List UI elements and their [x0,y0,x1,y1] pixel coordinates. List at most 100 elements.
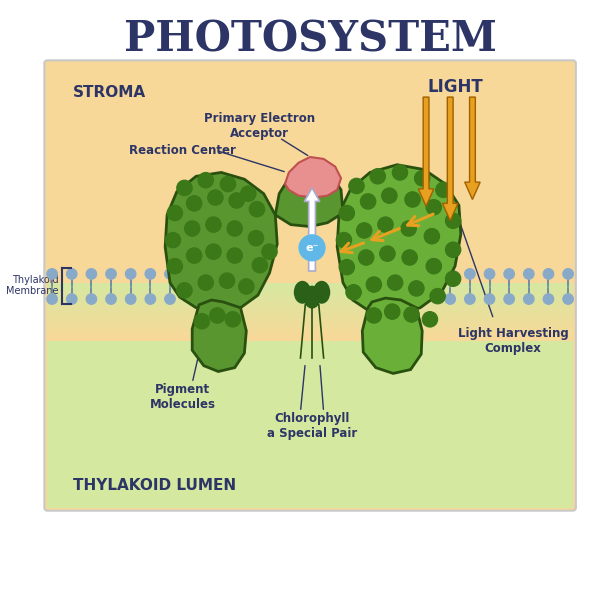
Bar [47,331,573,332]
Text: Primary Electron
Acceptor: Primary Electron Acceptor [204,112,316,140]
Text: Chlorophyll
a Special Pair: Chlorophyll a Special Pair [267,412,357,440]
Bar [47,313,573,314]
Circle shape [436,182,451,197]
Circle shape [378,217,393,232]
Circle shape [424,229,440,244]
Bar [47,339,573,341]
Circle shape [86,294,97,304]
Circle shape [339,259,355,275]
Circle shape [239,279,254,294]
Circle shape [366,308,382,323]
Bar [47,293,573,294]
Circle shape [409,281,424,296]
Circle shape [415,170,430,186]
Circle shape [336,232,352,248]
Text: Pigment
Molecules: Pigment Molecules [149,383,215,410]
Bar [47,294,573,296]
FancyArrow shape [442,97,458,221]
Circle shape [445,242,461,257]
Bar [47,332,573,334]
Circle shape [385,304,400,319]
Circle shape [187,248,202,263]
Circle shape [227,248,242,263]
Circle shape [299,235,325,260]
Bar [47,336,573,338]
Polygon shape [165,172,277,311]
Circle shape [361,194,376,209]
Bar [47,304,573,306]
FancyBboxPatch shape [44,61,576,511]
Bar [47,326,573,328]
Circle shape [349,178,364,194]
Bar [47,289,573,290]
Text: Thylakoid
Membrane: Thylakoid Membrane [7,275,59,296]
Circle shape [405,192,420,207]
Bar [47,323,573,325]
Circle shape [563,294,574,304]
Bar [47,328,573,329]
Circle shape [227,221,242,236]
Circle shape [208,190,223,205]
Circle shape [177,180,192,196]
Polygon shape [275,170,343,227]
Circle shape [445,269,455,279]
Circle shape [252,257,268,273]
Circle shape [370,169,385,184]
Circle shape [67,294,77,304]
Bar [47,314,573,316]
Circle shape [543,294,554,304]
Bar [47,333,573,335]
Polygon shape [285,157,341,197]
Bar [47,303,573,304]
Circle shape [86,269,97,279]
Bar [47,316,573,317]
Circle shape [346,284,361,300]
Text: Reaction Center: Reaction Center [129,144,236,157]
Circle shape [145,269,155,279]
Circle shape [206,244,221,259]
Circle shape [464,269,475,279]
Ellipse shape [295,281,310,303]
Polygon shape [362,298,422,373]
Circle shape [366,277,382,292]
Bar [47,291,573,293]
Circle shape [167,259,182,274]
Circle shape [229,193,244,208]
Circle shape [404,307,419,322]
Circle shape [543,269,554,279]
Bar [47,297,573,299]
Bar [47,306,573,307]
Circle shape [164,269,175,279]
Bar [47,283,573,284]
Circle shape [209,308,225,323]
Circle shape [445,213,461,229]
Circle shape [358,250,374,265]
Circle shape [356,223,372,238]
Circle shape [504,269,514,279]
Circle shape [225,311,241,327]
Circle shape [523,294,534,304]
Circle shape [241,186,256,202]
Circle shape [401,221,416,236]
Circle shape [380,246,395,262]
Bar [47,308,573,310]
Text: e⁻: e⁻ [305,243,319,253]
Circle shape [464,294,475,304]
Bar [47,310,573,311]
Circle shape [106,269,116,279]
Text: LIGHT: LIGHT [427,79,483,97]
Bar [47,307,573,308]
Circle shape [402,250,418,265]
Circle shape [187,196,202,211]
FancyArrow shape [304,188,320,271]
Circle shape [445,271,461,286]
Bar [47,311,573,313]
Circle shape [145,294,155,304]
Circle shape [177,283,192,298]
Ellipse shape [314,281,329,303]
Circle shape [219,273,235,289]
Bar [47,287,573,289]
Text: Light Harvesting
Complex: Light Harvesting Complex [458,326,568,355]
Bar [47,338,573,508]
Circle shape [198,172,214,188]
